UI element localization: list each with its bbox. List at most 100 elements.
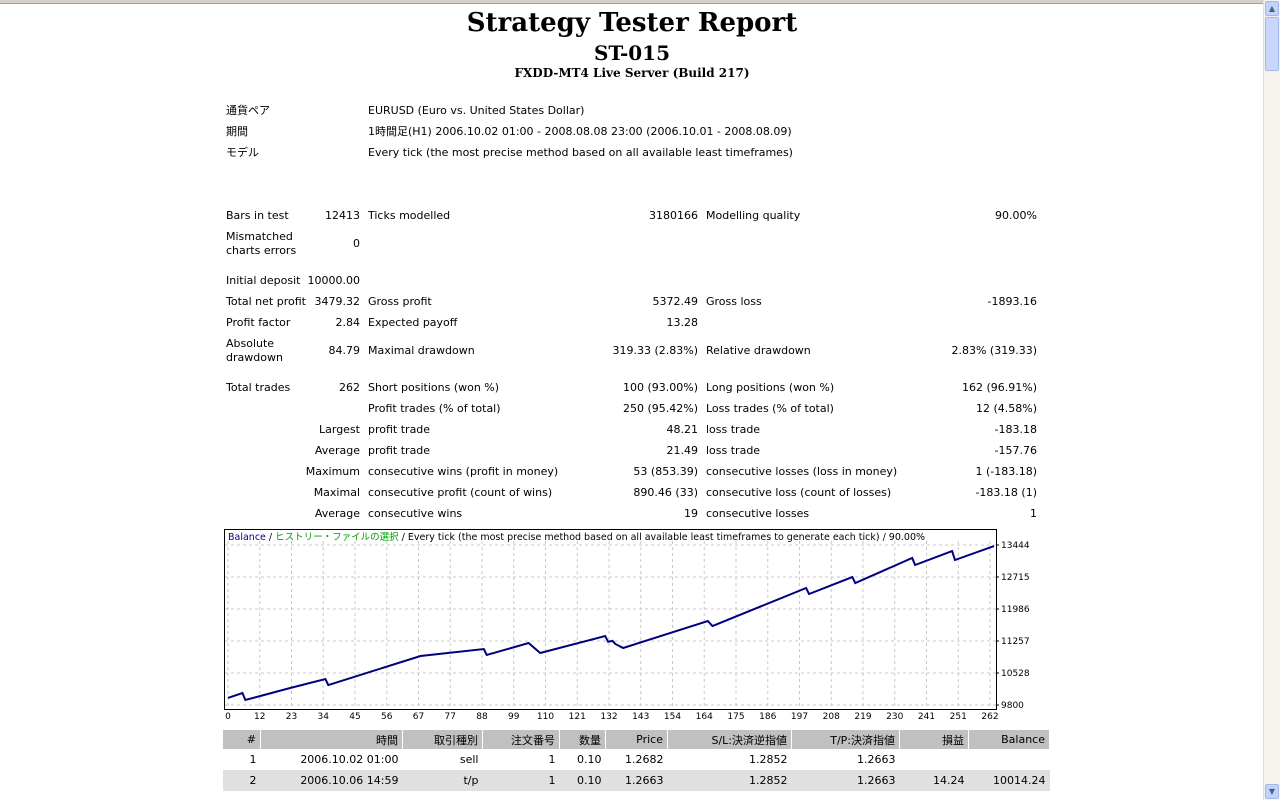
stat-value: -183.18 (1) — [975, 486, 1037, 499]
report-subtitle: ST-015 — [593, 41, 671, 65]
stat-value: 12413 — [325, 209, 360, 222]
column-header[interactable]: Price — [605, 730, 668, 749]
stat-value: 10000.00 — [307, 274, 361, 287]
stat-value: 162 (96.91%) — [961, 381, 1037, 394]
y-tick-label: 10528 — [1001, 669, 1030, 679]
y-tick-label: 13444 — [1001, 541, 1030, 551]
stat-label: Absolute drawdown — [226, 337, 283, 364]
stat-value: 890.46 (33) — [633, 486, 698, 499]
x-tick-label: 262 — [981, 712, 998, 722]
stat-label: profit trade — [368, 423, 431, 436]
stat-label: Modelling quality — [706, 209, 801, 222]
stat-value: 12 (4.58%) — [975, 402, 1037, 415]
scrollbar-thumb[interactable] — [1265, 17, 1279, 71]
x-tick-label: 175 — [727, 712, 744, 722]
x-tick-label: 99 — [508, 712, 520, 722]
stat-value: 84.79 — [328, 344, 361, 357]
column-header[interactable]: 損益 — [899, 730, 969, 749]
trades-header-row: # 時間 取引種別 注文番号 数量 Price S/L:決済逆指値 T/P:決済指値 損益 Bal… — [223, 730, 1050, 749]
column-header[interactable]: # — [223, 730, 261, 749]
trade-cell: 0.10 — [577, 753, 602, 766]
x-tick-label: 143 — [632, 712, 649, 722]
vertical-scrollbar[interactable]: ▲ ▼ — [1263, 0, 1280, 800]
chart-title: Balance / ヒストリー・ファイルの選択 / Every tick (th… — [228, 531, 925, 545]
trade-cell: sell — [459, 753, 479, 766]
trade-cell — [900, 749, 969, 770]
scroll-down-button[interactable]: ▼ — [1265, 784, 1279, 799]
stat-value: Largest — [319, 423, 360, 436]
stat-label: consecutive losses (loss in money) — [706, 465, 898, 478]
stat-value: 2.84 — [335, 316, 361, 329]
column-header[interactable]: 取引種別 — [402, 730, 483, 749]
stat-label: consecutive loss (count of losses) — [706, 486, 892, 499]
x-tick-label: 110 — [537, 712, 554, 722]
stat-value: 250 (95.42%) — [622, 402, 698, 415]
stat-value: 100 (93.00%) — [622, 381, 698, 394]
x-tick-label: 230 — [886, 712, 903, 722]
x-tick-label: 88 — [476, 712, 488, 722]
trade-cell — [969, 749, 1050, 770]
stat-value: 3479.32 — [314, 295, 361, 308]
stat-value: 90.00% — [995, 209, 1037, 222]
stat-value: 2.83% (319.33) — [951, 344, 1037, 357]
x-tick-label: 12 — [254, 712, 265, 722]
x-tick-label: 219 — [854, 712, 871, 722]
column-header[interactable]: S/L:決済逆指値 — [667, 730, 792, 749]
report-title: Strategy Tester Report — [466, 8, 798, 38]
trade-cell: 1 — [249, 753, 257, 766]
stat-value: -1893.16 — [987, 295, 1037, 308]
scroll-up-button[interactable]: ▲ — [1265, 1, 1279, 16]
x-tick-label: 164 — [696, 712, 713, 722]
stat-label: Gross loss — [706, 295, 762, 308]
column-header[interactable]: T/P:決済指値 — [791, 730, 900, 749]
x-tick-label: 34 — [318, 712, 330, 722]
y-tick-label: 11257 — [1001, 637, 1030, 647]
x-tick-label: 77 — [445, 712, 456, 722]
stat-label: Profit trades (% of total) — [368, 402, 501, 415]
server-name: FXDD-MT4 Live Server (Build 217) — [514, 66, 750, 80]
info-label: モデル — [226, 146, 259, 159]
trade-row: 1 2006.10.02 01:00 sell 1 0.10 1.2682 1.2852 1.… — [223, 749, 1050, 770]
trade-cell: 1.2682 — [625, 753, 664, 766]
trade-row: 2 2006.10.06 14:59 t/p 1 0.10 1.2663 1.2852 1.2… — [223, 770, 1050, 791]
column-header[interactable]: 時間 — [260, 730, 403, 749]
stat-value: 1 — [1030, 507, 1037, 520]
info-label: 通貨ペア — [226, 104, 270, 117]
column-header[interactable]: 数量 — [559, 730, 606, 749]
stat-value: 19 — [684, 507, 698, 520]
stat-label: loss trade — [706, 423, 761, 436]
stat-value: 262 — [339, 381, 360, 394]
x-tick-label: 67 — [413, 712, 424, 722]
trade-cell: 1.2852 — [667, 770, 792, 791]
info-label: 期間 — [226, 125, 248, 138]
stat-label: Initial deposit — [226, 274, 301, 287]
stat-value: 53 (853.39) — [633, 465, 698, 478]
x-tick-label: 251 — [950, 712, 967, 722]
stat-label: consecutive wins — [368, 507, 463, 520]
balance-chart: Balance / ヒストリー・ファイルの選択 / Every tick (th… — [224, 529, 997, 710]
stat-label: Mismatched charts errors — [226, 230, 297, 257]
trade-cell: 10014.24 — [968, 770, 1050, 791]
stat-value: 3180166 — [649, 209, 698, 222]
trades-table: # 時間 取引種別 注文番号 数量 Price S/L:決済逆指値 T/P:決済指値 損益 Bal… — [223, 730, 1050, 791]
stat-label: Gross profit — [368, 295, 432, 308]
chart-title-sep: / — [265, 532, 276, 543]
column-header[interactable]: Balance — [968, 730, 1050, 749]
column-header[interactable]: 注文番号 — [482, 730, 560, 749]
stat-label: Total trades — [226, 381, 291, 394]
trade-cell: 0.10 — [559, 770, 606, 791]
stat-label: consecutive losses — [706, 507, 810, 520]
chart-title-rest: / Every tick (the most precise method ba… — [398, 532, 926, 543]
x-tick-label: 121 — [569, 712, 586, 722]
trade-cell: 2006.10.06 14:59 — [260, 770, 403, 791]
stat-value: 319.33 (2.83%) — [612, 344, 698, 357]
stat-value: -157.76 — [994, 444, 1037, 457]
stat-label: consecutive profit (count of wins) — [368, 486, 553, 499]
stat-value: 48.21 — [666, 423, 699, 436]
stat-label: Profit factor — [226, 316, 291, 329]
stat-label: Ticks modelled — [368, 209, 451, 222]
x-tick-label: 197 — [791, 712, 808, 722]
x-tick-label: 56 — [381, 712, 393, 722]
x-tick-label: 45 — [349, 712, 360, 722]
y-tick-label: 11986 — [1001, 605, 1030, 615]
